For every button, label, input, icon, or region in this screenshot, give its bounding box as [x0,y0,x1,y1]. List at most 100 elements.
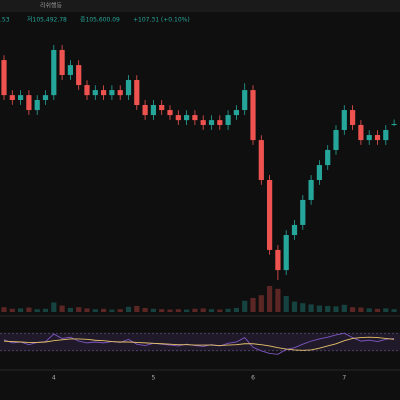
volume-bar [142,308,148,312]
volume-bar [308,304,314,312]
candle-body [225,115,231,125]
top-bar [0,0,400,12]
candle-body [67,65,73,75]
volume-bar [109,309,115,312]
volume-bar [283,296,289,312]
candle-body [291,224,298,236]
candle-body [267,179,273,250]
candle-body [167,110,173,116]
candle-body [109,90,115,96]
volume-bar [267,286,273,312]
volume-bar [200,308,206,312]
candle-body [59,49,65,75]
candle-body [26,95,32,111]
volume-bar [341,304,347,312]
rsi-ma-line [3,336,395,351]
candle-body [283,235,289,271]
candle-body [150,105,156,116]
candle-body [316,165,322,180]
volume-bar [275,288,281,312]
candle-body [275,249,281,271]
volume-bar [51,302,57,312]
volume-bar [175,309,181,312]
volume-bar [250,298,256,312]
volume-bar [217,309,223,312]
candle-body [242,90,248,111]
volume-bar [383,308,389,312]
volume-bar [9,308,15,312]
candle-body [101,90,107,96]
candle-body [1,60,7,96]
candle-body [134,80,140,106]
volume-bar [101,308,107,312]
candle-body [350,110,356,125]
candle-body [51,49,57,96]
candle-body [184,115,190,121]
volume-bar [150,308,156,312]
candle-body [76,65,82,86]
volume-bar [300,303,306,312]
candle-body [208,120,215,125]
header-low: 저105,492.78 [27,16,67,24]
candle-body [358,124,364,141]
x-tick-label: 6 [251,375,255,382]
candle-body [366,135,372,141]
candle-body [374,135,381,141]
candle-body [34,99,40,111]
candle-body [333,130,339,150]
header-title: 리쉬행등 [40,2,63,10]
volume-bar [374,308,381,312]
volume-bar [333,306,339,312]
volume-bar [192,308,198,312]
volume-bar [159,309,165,312]
volume-bar [184,309,190,312]
volume-bar [76,307,82,312]
x-tick-label: 7 [342,375,346,382]
header-high: .53 [0,17,10,24]
candle-body [125,80,132,96]
candle-body [383,130,389,141]
volume-bar [316,305,322,312]
candle-body [200,120,206,125]
volume-bar [117,309,123,312]
candle-body [233,110,239,116]
volume-bar [325,306,331,312]
candle-body [117,90,123,96]
volume-bar [92,309,98,312]
candle-body [42,95,49,100]
candle-body [92,90,98,96]
volume-bar [42,308,49,312]
volume-bar [1,307,7,312]
candle-body [192,115,198,121]
volume-bar [134,306,140,312]
candle-body [84,85,90,96]
rsi-line [3,332,395,355]
candle-body [217,120,223,125]
candle-body [391,123,397,125]
candle-body [159,105,165,111]
volume-bar [125,306,132,312]
candle-body [9,95,15,100]
volume-bar [18,308,24,312]
candle-body [341,110,347,131]
candle-body [142,105,148,116]
header-change: +107.31 (+0.10%) [133,17,190,24]
volume-bar [366,308,372,312]
volume-bar [26,307,32,312]
x-tick-label: 5 [151,375,155,382]
candle-body [325,149,331,166]
candle-body [175,115,181,121]
volume-bar [291,301,298,312]
volume-bar [258,295,264,312]
volume-bar [34,309,40,312]
volume-bar [358,307,364,312]
volume-bar [225,308,231,312]
candle-body [300,199,306,225]
volume-bar [242,300,248,312]
volume-bar [167,309,173,312]
volume-bar [208,309,215,312]
candle-body [308,179,314,200]
volume-bar [59,305,65,312]
rsi-band [0,333,400,351]
